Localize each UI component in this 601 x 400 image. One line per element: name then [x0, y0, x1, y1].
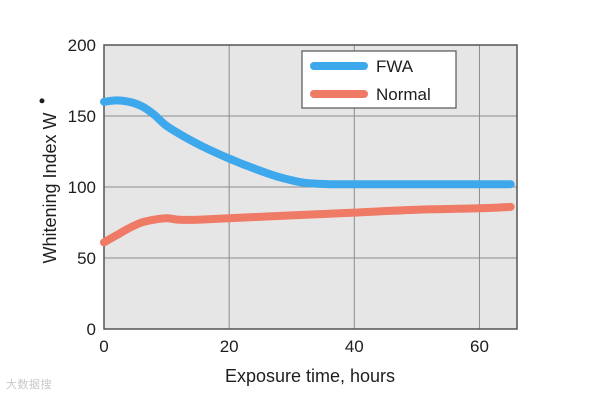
series-line-fwa: [100, 96, 515, 189]
y-tick-label: 100: [68, 178, 96, 197]
series-line-normal: [100, 202, 515, 247]
y-tick-label: 150: [68, 107, 96, 126]
y-tick-label: 200: [68, 36, 96, 55]
x-axis-title: Exposure time, hours: [225, 366, 395, 386]
x-tick-label: 60: [470, 337, 489, 356]
watermark: 大数据搜: [6, 378, 52, 391]
legend-entries: FWA Normal: [310, 57, 431, 104]
y-axis-title-group: Whitening Index W •: [32, 98, 60, 264]
y-axis-title-superscript: •: [32, 98, 52, 104]
y-tick-labels: 0 50 100 150 200: [68, 36, 96, 339]
y-axis-title: Whitening Index W: [40, 112, 60, 263]
legend-label-fwa: FWA: [376, 57, 414, 76]
legend: FWA Normal: [301, 50, 457, 109]
x-tick-label: 20: [220, 337, 239, 356]
x-tick-labels: 0 20 40 60: [99, 337, 489, 356]
legend-label-normal: Normal: [376, 85, 431, 104]
x-tick-label: 0: [99, 337, 108, 356]
x-tick-label: 40: [345, 337, 364, 356]
plot-border: [103, 44, 518, 330]
y-tick-label: 50: [77, 249, 96, 268]
y-tick-label: 0: [87, 320, 96, 339]
series-lines: [100, 96, 515, 247]
legend-box: [301, 50, 457, 109]
